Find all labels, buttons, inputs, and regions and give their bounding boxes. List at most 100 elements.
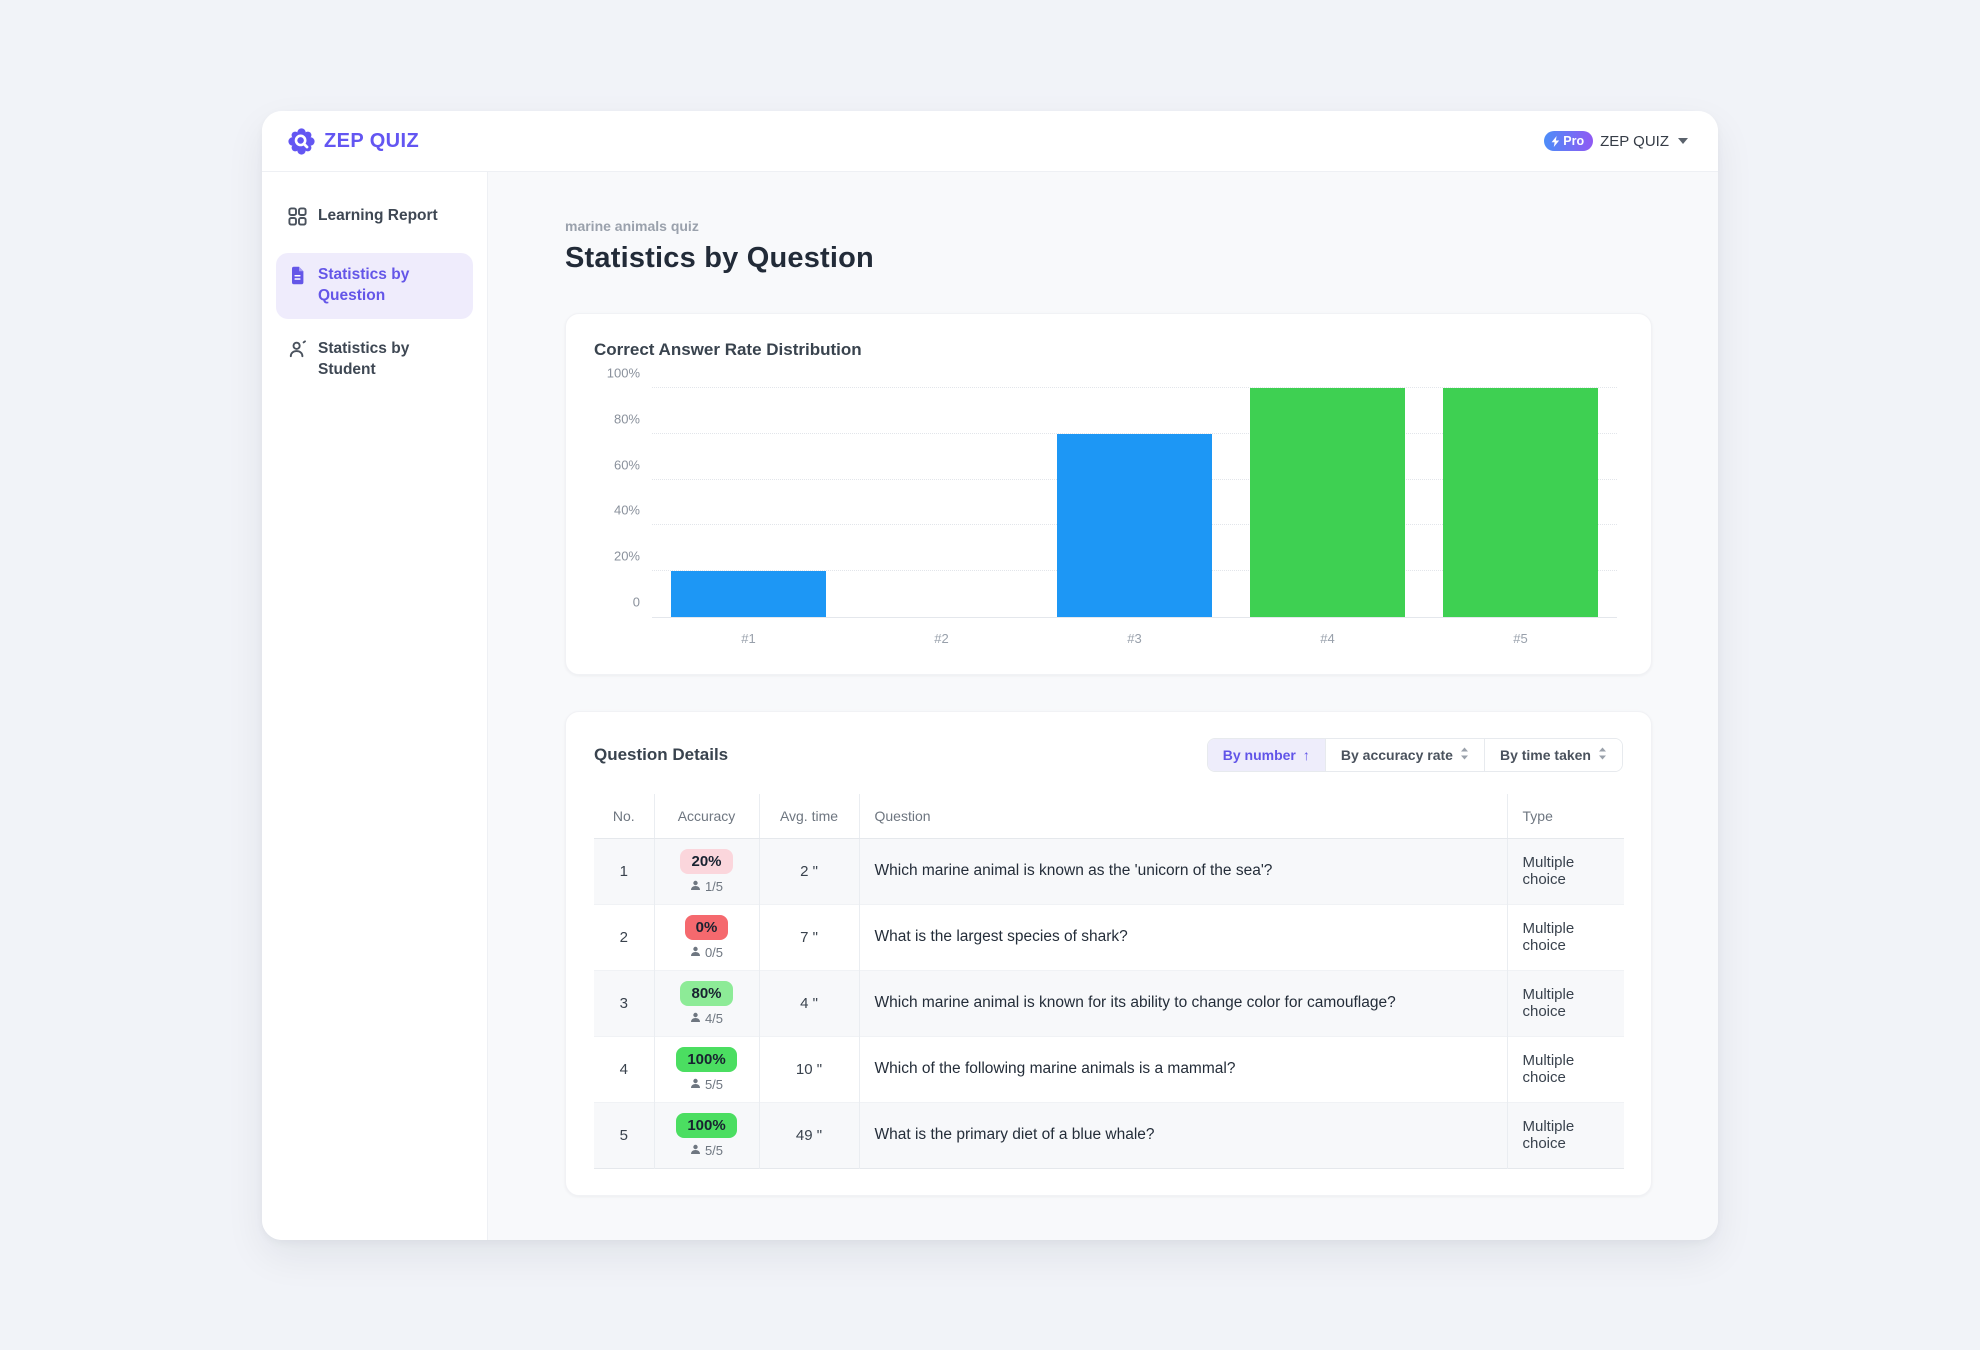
sort-button-by-time-taken[interactable]: By time taken [1483, 739, 1622, 771]
cell-avg-time: 49 " [758, 1102, 859, 1168]
cell-type: Multiple choice [1506, 1102, 1624, 1168]
cell-number: 5 [619, 1126, 628, 1144]
cell-question: Which marine animal is known for its abi… [858, 970, 1507, 1036]
accuracy-badge: 0% [684, 914, 729, 940]
sort-button-by-accuracy-rate[interactable]: By accuracy rate [1324, 739, 1484, 771]
chart-bar-slot [1231, 388, 1424, 617]
chart-x-tick-label: #2 [934, 631, 949, 646]
cell-number: 2 [619, 928, 628, 946]
correct-count: 5/5 [704, 1142, 724, 1158]
chart-bar-slot [652, 388, 845, 617]
cell-accuracy: 0% 0/5 [653, 904, 759, 970]
breadcrumb: marine animals quiz [565, 218, 699, 234]
logo-text: ZEP QUIZ [324, 129, 420, 152]
page-title: Statistics by Question [565, 242, 874, 274]
cell-number: 4 [619, 1060, 628, 1078]
app-window: ZEP QUIZ Pro ZEP QUIZ Learning Report Sta… [262, 111, 1718, 1240]
correct-count: 5/5 [704, 1076, 724, 1092]
chart-y-tick-label: 40% [613, 502, 640, 518]
chart-bar-q4 [1250, 388, 1405, 617]
person-icon [690, 1077, 701, 1092]
cell-avg-time: 10 " [758, 1036, 859, 1102]
question-details-title: Question Details [594, 745, 729, 764]
chart-bar-q3 [1057, 433, 1212, 617]
sidebar: Learning Report Statistics by Question Sta… [262, 172, 488, 1240]
bar-chart: 0 20% 40% 60% 80% 100% #1 #2 #3 #4 #5 [594, 366, 1623, 646]
lightning-icon [1551, 135, 1560, 147]
chart-y-tick-label: 0 [632, 594, 640, 610]
cell-avg-time: 2 " [758, 838, 859, 904]
document-icon [288, 266, 307, 292]
column-header-no-: No. [594, 794, 654, 839]
accuracy-badge: 100% [676, 1046, 737, 1072]
chart-x-tick-label: #1 [741, 631, 756, 646]
chart-y-tick-label: 20% [613, 548, 640, 564]
column-header-avg-time: Avg. time [758, 794, 859, 839]
person-icon [690, 1011, 701, 1026]
cell-number: 1 [619, 862, 628, 880]
grid-icon [288, 207, 307, 233]
cell-question: Which of the following marine animals is… [858, 1036, 1507, 1102]
question-details-table: No. Accuracy Avg. time Question Type 1 20% 1/5… [594, 794, 1624, 1169]
cell-type: Multiple choice [1506, 1036, 1624, 1102]
cell-question: What is the primary diet of a blue whale… [858, 1102, 1507, 1168]
correct-count: 0/5 [704, 944, 724, 960]
cell-question: Which marine animal is known as the 'uni… [858, 838, 1507, 904]
cell-type: Multiple choice [1506, 970, 1624, 1036]
main-content: marine animals quiz Statistics by Questi… [488, 172, 1718, 1240]
sort-updown-icon [1598, 747, 1607, 763]
zep-quiz-logo[interactable]: ZEP QUIZ [288, 127, 420, 155]
cell-number: 3 [619, 994, 628, 1012]
sort-button-by-number[interactable]: By number ↑ [1207, 739, 1325, 771]
column-header-question: Question [858, 794, 1507, 839]
chart-bar-q1 [671, 571, 826, 617]
table-row: 4 100% 5/5 10 " Which of the following marin… [594, 1036, 1624, 1102]
cell-accuracy: 100% 5/5 [653, 1102, 759, 1168]
sort-updown-icon [1460, 747, 1469, 763]
sort-button-label: By number [1222, 747, 1296, 763]
pro-badge: Pro [1544, 131, 1594, 151]
sidebar-item-statistics-by-question[interactable]: Statistics by Question [276, 252, 473, 319]
chart-bar-q5 [1443, 388, 1598, 617]
accuracy-badge: 20% [680, 848, 733, 874]
sort-button-label: By time taken [1499, 747, 1591, 763]
chart-bar-slot [845, 388, 1038, 617]
sidebar-item-label: Learning Report [318, 207, 438, 224]
column-header-accuracy: Accuracy [653, 794, 759, 839]
person-icon [690, 1143, 701, 1158]
column-header-type: Type [1506, 794, 1624, 839]
chart-y-tick-label: 100% [606, 365, 640, 381]
chart-plot-area: 0 20% 40% 60% 80% 100% [607, 366, 1617, 618]
question-details-card: Question Details By number ↑ By accuracy r… [565, 711, 1652, 1196]
person-icon [690, 945, 701, 960]
table-row: 2 0% 0/5 7 " What is the largest species of … [594, 904, 1624, 970]
sidebar-item-statistics-by-student[interactable]: Statistics by Student [276, 327, 473, 393]
accuracy-badge: 80% [680, 980, 733, 1006]
top-bar: ZEP QUIZ Pro ZEP QUIZ [262, 111, 1718, 172]
arrow-up-icon: ↑ [1302, 747, 1310, 763]
chart-x-axis-labels: #1 #2 #3 #4 #5 [652, 631, 1617, 646]
correct-count: 1/5 [704, 878, 724, 894]
cell-accuracy: 100% 5/5 [653, 1036, 759, 1102]
sort-control-group: By number ↑ By accuracy rate By time taken [1206, 738, 1623, 772]
cell-type: Multiple choice [1506, 838, 1624, 904]
sidebar-item-label: Statistics by Question [318, 265, 410, 304]
cell-accuracy: 80% 4/5 [653, 970, 759, 1036]
table-row: 1 20% 1/5 2 " Which marine animal is known a… [594, 838, 1624, 904]
person-icon [690, 879, 701, 894]
zep-quiz-logo-icon [288, 127, 315, 155]
chevron-down-icon [1678, 138, 1688, 144]
chart-x-tick-label: #5 [1513, 631, 1528, 646]
account-dropdown[interactable]: Pro ZEP QUIZ [1544, 131, 1688, 151]
chart-y-tick-label: 80% [613, 411, 640, 427]
sort-button-label: By accuracy rate [1340, 747, 1453, 763]
cell-accuracy: 20% 1/5 [653, 838, 759, 904]
chart-bar-slot [1424, 388, 1617, 617]
table-row: 3 80% 4/5 4 " Which marine animal is known f… [594, 970, 1624, 1036]
chart-x-tick-label: #4 [1320, 631, 1335, 646]
table-row: 5 100% 5/5 49 " What is the primary diet of … [594, 1102, 1624, 1168]
chart-gridline [652, 387, 1617, 388]
account-name: ZEP QUIZ [1600, 132, 1669, 150]
correct-count: 4/5 [704, 1010, 724, 1026]
sidebar-item-learning-report[interactable]: Learning Report [276, 194, 473, 245]
